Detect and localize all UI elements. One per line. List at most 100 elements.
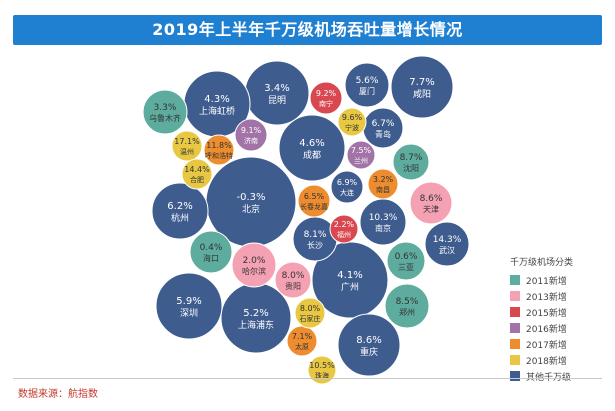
- bubble-26: 9.1%济南: [234, 118, 268, 152]
- bubble-city-label: 天津: [423, 204, 439, 214]
- legend-item-4: 2017新增: [510, 336, 605, 352]
- bubble-city-label: 福州: [337, 230, 351, 239]
- bubble-circle: [278, 114, 346, 182]
- bubble-14: 6.7%青岛: [362, 107, 404, 149]
- legend-label: 2017新增: [526, 340, 567, 351]
- bubble-22: 8.0%贵阳: [274, 261, 312, 299]
- bubble-value-label: 9.1%: [241, 126, 262, 135]
- bubble-value-label: 9.2%: [316, 89, 337, 98]
- bubble-value-label: -0.3%: [236, 192, 265, 203]
- bubble-23: 8.6%天津: [409, 181, 453, 225]
- bubble-city-label: 石家庄: [300, 314, 321, 323]
- bubble-7: 7.7%咸阳: [390, 55, 454, 119]
- bubble-11: 8.1%长沙: [292, 216, 338, 262]
- bubble-circle: [286, 325, 318, 357]
- bubble-27: 7.5%兰州: [346, 140, 376, 170]
- bubble-value-label: 2.0%: [243, 256, 266, 266]
- bubble-28: 11.8%呼和浩特: [203, 134, 235, 166]
- bubble-city-label: 南宁: [319, 99, 333, 108]
- bubble-value-label: 3.3%: [154, 103, 177, 113]
- bubble-city-label: 厦门: [359, 86, 375, 96]
- bubble-circle: [274, 261, 312, 299]
- chart-title: 2019年上半年千万级机场吞吐量增长情况: [152, 20, 463, 39]
- bubble-city-label: 兰州: [354, 156, 368, 165]
- bubble-circle: [337, 107, 367, 137]
- bubble-circle: [329, 214, 359, 244]
- bubble-15: 6.9%大连: [330, 170, 364, 204]
- legend-swatch: [510, 339, 520, 349]
- legend-item-0: 2011新增: [510, 272, 605, 288]
- bubble-4: 5.9%深圳: [155, 272, 223, 340]
- bubble-value-label: 8.1%: [304, 230, 327, 240]
- bubble-3: 4.6%成都: [278, 114, 346, 182]
- bubble-value-label: 8.7%: [400, 153, 423, 163]
- bubble-city-label: 南京: [375, 223, 391, 233]
- legend-label: 2013新增: [526, 292, 567, 303]
- bubble-value-label: 4.3%: [204, 94, 229, 105]
- bubble-circle: [309, 81, 343, 115]
- bubble-city-label: 长沙: [307, 240, 323, 250]
- bubble-city-label: 成都: [303, 149, 321, 161]
- bubble-value-label: 3.4%: [264, 83, 289, 94]
- bubble-city-label: 三亚: [398, 263, 414, 272]
- bubble-city-label: 沈阳: [403, 163, 419, 173]
- bubble-value-label: 5.6%: [356, 76, 379, 86]
- bubble-9: 6.2%杭州: [151, 182, 209, 240]
- bubble-city-label: 呼和浩特: [205, 151, 233, 160]
- bubble-30: 3.2%南昌: [367, 168, 399, 200]
- source-note: 数据来源：航指数: [18, 389, 98, 400]
- bubble-city-label: 杭州: [171, 212, 189, 224]
- bubble-5: 3.4%昆明: [244, 60, 310, 126]
- bubble-circle: [189, 230, 233, 274]
- bubble-24: 9.2%南宁: [309, 81, 343, 115]
- bubble-17: 3.3%乌鲁木齐: [142, 89, 188, 135]
- bubble-value-label: 6.5%: [304, 192, 325, 201]
- bubble-value-label: 7.7%: [409, 77, 434, 88]
- bubble-value-label: 8.0%: [300, 304, 321, 313]
- bubble-value-label: 8.5%: [396, 297, 419, 307]
- bubble-13: 5.6%厦门: [344, 62, 390, 108]
- bubble-value-label: 4.1%: [337, 270, 362, 281]
- bubble-circle: [392, 143, 430, 181]
- bubble-value-label: 7.1%: [292, 332, 313, 341]
- bubble-value-label: 6.2%: [167, 201, 192, 212]
- bubble-value-label: 9.6%: [342, 113, 363, 122]
- bubble-city-label: 温州: [180, 147, 194, 156]
- bubble-value-label: 8.0%: [282, 271, 305, 281]
- bubble-value-label: 17.1%: [174, 137, 200, 146]
- bubble-value-label: 10.3%: [369, 213, 398, 223]
- bubble-value-label: 4.6%: [299, 138, 324, 149]
- legend-item-3: 2016新增: [510, 320, 605, 336]
- bubble-value-label: 11.8%: [206, 141, 232, 150]
- bubble-circle: [231, 242, 277, 288]
- bubble-20: 8.5%郑州: [384, 283, 430, 329]
- bubble-city-label: 济南: [244, 136, 258, 145]
- legend-item-6: 其他千万级: [510, 368, 605, 384]
- bubble-circle: [337, 313, 401, 377]
- legend-swatch: [510, 307, 520, 317]
- bubble-circle: [386, 241, 426, 281]
- bubble-21: 2.0%哈尔滨: [231, 242, 277, 288]
- bubble-city-label: 哈尔滨: [242, 266, 266, 276]
- bubble-circle: [384, 283, 430, 329]
- bubble-city-label: 海口: [203, 253, 219, 263]
- bubble-city-label: 深圳: [180, 308, 198, 319]
- bubble-10: 10.3%南京: [359, 198, 407, 246]
- legend-label: 2018新增: [526, 356, 567, 367]
- bubble-circle: [203, 134, 235, 166]
- bubble-city-label: 武汉: [439, 245, 455, 255]
- bubble-circle: [330, 170, 364, 204]
- bubble-8: 8.6%重庆: [337, 313, 401, 377]
- bubble-value-label: 10.5%: [309, 361, 335, 370]
- legend-item-2: 2015新增: [510, 304, 605, 320]
- bubble-29: 6.5%长春龙嘉: [297, 184, 331, 218]
- bubble-2: 4.1%广州: [311, 241, 389, 319]
- bubble-value-label: 8.6%: [420, 194, 443, 204]
- bubble-city-label: 大连: [340, 188, 354, 197]
- bubble-city-label: 昆明: [268, 95, 286, 106]
- bubble-city-label: 上海虹桥: [199, 105, 235, 117]
- legend-items: 2011新增 2013新增 2015新增 2016新增 2017新增 2018新增其他千万…: [510, 272, 605, 384]
- bubble-city-label: 北京: [242, 203, 260, 215]
- bubble-value-label: 0.4%: [200, 243, 223, 253]
